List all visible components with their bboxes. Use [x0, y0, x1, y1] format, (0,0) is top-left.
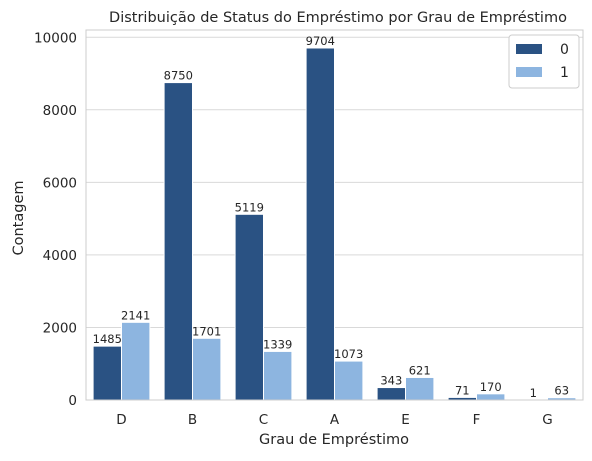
bar-value-label: 71: [455, 383, 470, 397]
x-tick-label: A: [330, 412, 340, 428]
legend-swatch-series-1: [516, 67, 542, 77]
bar-value-label: 2141: [121, 308, 150, 322]
bar: [122, 322, 150, 400]
legend: 0 1: [509, 35, 579, 88]
bar-value-label: 9704: [306, 34, 335, 48]
legend-label-series-1: 1: [560, 65, 569, 81]
bar-value-label: 343: [380, 374, 402, 388]
y-tick-label: 2000: [43, 320, 77, 336]
bar-value-label: 1: [530, 386, 537, 400]
legend-label-series-0: 0: [560, 42, 569, 58]
y-tick-label: 8000: [43, 103, 77, 119]
bar-value-label: 170: [480, 380, 502, 394]
x-tick-label: G: [542, 412, 552, 428]
y-tick-label: 10000: [34, 30, 77, 46]
bar-value-label: 621: [409, 363, 431, 377]
bar: [306, 48, 334, 400]
bar-value-label: 8750: [164, 69, 193, 83]
y-tick-label: 6000: [43, 175, 77, 191]
bar: [406, 377, 434, 400]
bar-value-label: 1339: [263, 337, 292, 351]
bar: [93, 346, 121, 400]
x-tick-label: E: [401, 412, 410, 428]
bar-value-label: 63: [554, 384, 569, 398]
x-tick-label: F: [473, 412, 481, 428]
y-tick-label: 4000: [43, 248, 77, 264]
chart-title: Distribuição de Status do Empréstimo por…: [109, 10, 567, 26]
bar: [235, 214, 263, 400]
x-tick-label: B: [188, 412, 197, 428]
bar-value-label: 5119: [235, 200, 264, 214]
bar: [377, 388, 405, 400]
y-tick-label: 0: [68, 393, 77, 409]
bar: [477, 394, 505, 400]
x-tick-label: D: [116, 412, 126, 428]
bar: [335, 361, 363, 400]
x-axis-label: Grau de Empréstimo: [259, 432, 409, 448]
bar: [193, 338, 221, 400]
bar-value-label: 1485: [93, 332, 122, 346]
y-axis-label: Contagem: [11, 180, 27, 255]
legend-swatch-series-0: [516, 44, 542, 54]
bar: [164, 83, 192, 400]
bar-value-label: 1073: [334, 347, 363, 361]
x-tick-label: C: [259, 412, 268, 428]
bar-value-label: 1701: [192, 324, 221, 338]
bar: [264, 351, 292, 400]
